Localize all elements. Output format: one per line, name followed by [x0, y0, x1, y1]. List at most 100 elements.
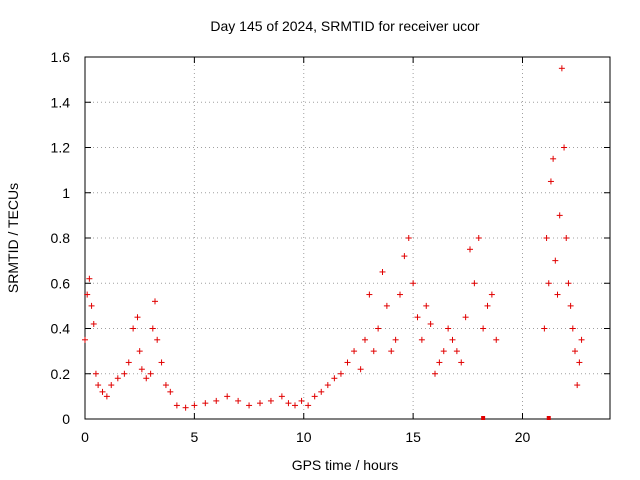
data-point	[567, 302, 574, 309]
data-point	[423, 302, 430, 309]
data-point	[397, 291, 403, 298]
flagged-point	[481, 416, 486, 420]
data-point	[418, 336, 425, 343]
data-point	[154, 336, 161, 343]
data-point	[366, 291, 373, 298]
data-point	[405, 235, 412, 241]
data-point	[173, 402, 180, 409]
data-point	[440, 348, 447, 355]
data-point	[569, 325, 576, 332]
y-axis-label: SRMTID / TECUs	[5, 183, 21, 293]
data-point	[285, 400, 292, 407]
x-tick-label: 0	[81, 429, 89, 445]
data-point	[578, 336, 585, 343]
data-point	[427, 320, 434, 327]
data-point	[136, 348, 143, 355]
x-tick-label: 20	[515, 429, 531, 445]
data-point	[235, 397, 242, 404]
data-point	[162, 382, 169, 389]
data-point	[436, 359, 443, 366]
data-point	[545, 280, 552, 287]
data-point	[565, 280, 572, 287]
ticks-layer: 0 0.2 0.4 0.6 0.8 1 1.2 1.4 1.6 0 5 10 15 20	[51, 49, 610, 445]
data-point	[432, 370, 438, 377]
data-point	[143, 375, 150, 382]
data-point	[388, 348, 395, 355]
data-point	[257, 400, 263, 407]
data-point	[311, 393, 318, 400]
data-point	[298, 397, 305, 404]
y-tick-label: 1.6	[51, 49, 71, 65]
y-tick-label: 0.8	[51, 230, 71, 246]
data-point	[462, 314, 469, 321]
data-point	[138, 366, 145, 373]
x-tick-label: 15	[405, 429, 421, 445]
y-tick-label: 1.2	[51, 140, 71, 156]
data-point	[267, 397, 274, 404]
data-point	[224, 393, 231, 400]
data-point	[576, 359, 583, 366]
flagged-point	[546, 416, 551, 420]
data-point	[149, 325, 156, 332]
data-point	[561, 144, 568, 151]
data-point	[554, 291, 561, 298]
data-point	[383, 302, 390, 309]
data-point	[453, 348, 460, 355]
data-point	[547, 178, 554, 185]
data-point	[543, 235, 550, 241]
x-tick-label: 10	[296, 429, 312, 445]
y-tick-label: 1.4	[51, 94, 71, 110]
data-point	[556, 212, 563, 219]
data-point	[86, 275, 93, 282]
data-point	[324, 382, 331, 389]
data-point	[318, 388, 325, 395]
chart-title: Day 145 of 2024, SRMTID for receiver uco…	[210, 18, 480, 34]
data-point	[108, 382, 115, 389]
data-point	[167, 388, 174, 395]
data-point	[84, 291, 91, 298]
data-point	[125, 359, 132, 366]
data-point	[563, 235, 570, 241]
data-point	[379, 268, 386, 275]
y-tick-label: 0	[62, 411, 70, 427]
data-point	[331, 375, 338, 382]
data-point	[103, 393, 110, 400]
data-point	[351, 348, 358, 355]
data-point	[88, 302, 95, 309]
data-point	[467, 246, 473, 253]
data-point	[493, 336, 500, 343]
data-point	[90, 320, 97, 327]
data-point	[121, 370, 128, 377]
data-point	[484, 302, 491, 309]
y-tick-label: 0.2	[51, 366, 71, 382]
data-point	[458, 359, 465, 366]
data-point	[130, 325, 137, 332]
data-point	[82, 336, 88, 343]
data-point	[480, 325, 487, 332]
data-point	[92, 370, 99, 377]
data-point	[99, 388, 106, 395]
x-axis-label: GPS time / hours	[292, 457, 399, 473]
y-tick-label: 0.4	[51, 321, 71, 337]
data-point	[114, 375, 121, 382]
data-point	[344, 359, 351, 366]
data-point	[392, 336, 399, 343]
data-point	[558, 65, 565, 72]
data-point	[213, 397, 220, 404]
data-point	[305, 402, 312, 409]
data-point	[445, 325, 452, 332]
data-point	[375, 325, 382, 332]
data-point	[292, 402, 298, 409]
data-point	[471, 280, 478, 287]
y-tick-label: 1	[62, 185, 70, 201]
y-tick-label: 0.6	[51, 275, 71, 291]
data-point	[95, 382, 102, 389]
x-tick-label: 5	[190, 429, 198, 445]
data-point	[337, 370, 344, 377]
data-point	[370, 348, 377, 355]
marks-layer	[82, 65, 585, 420]
data-point	[158, 359, 165, 366]
data-point	[475, 235, 482, 241]
data-point	[488, 291, 495, 298]
